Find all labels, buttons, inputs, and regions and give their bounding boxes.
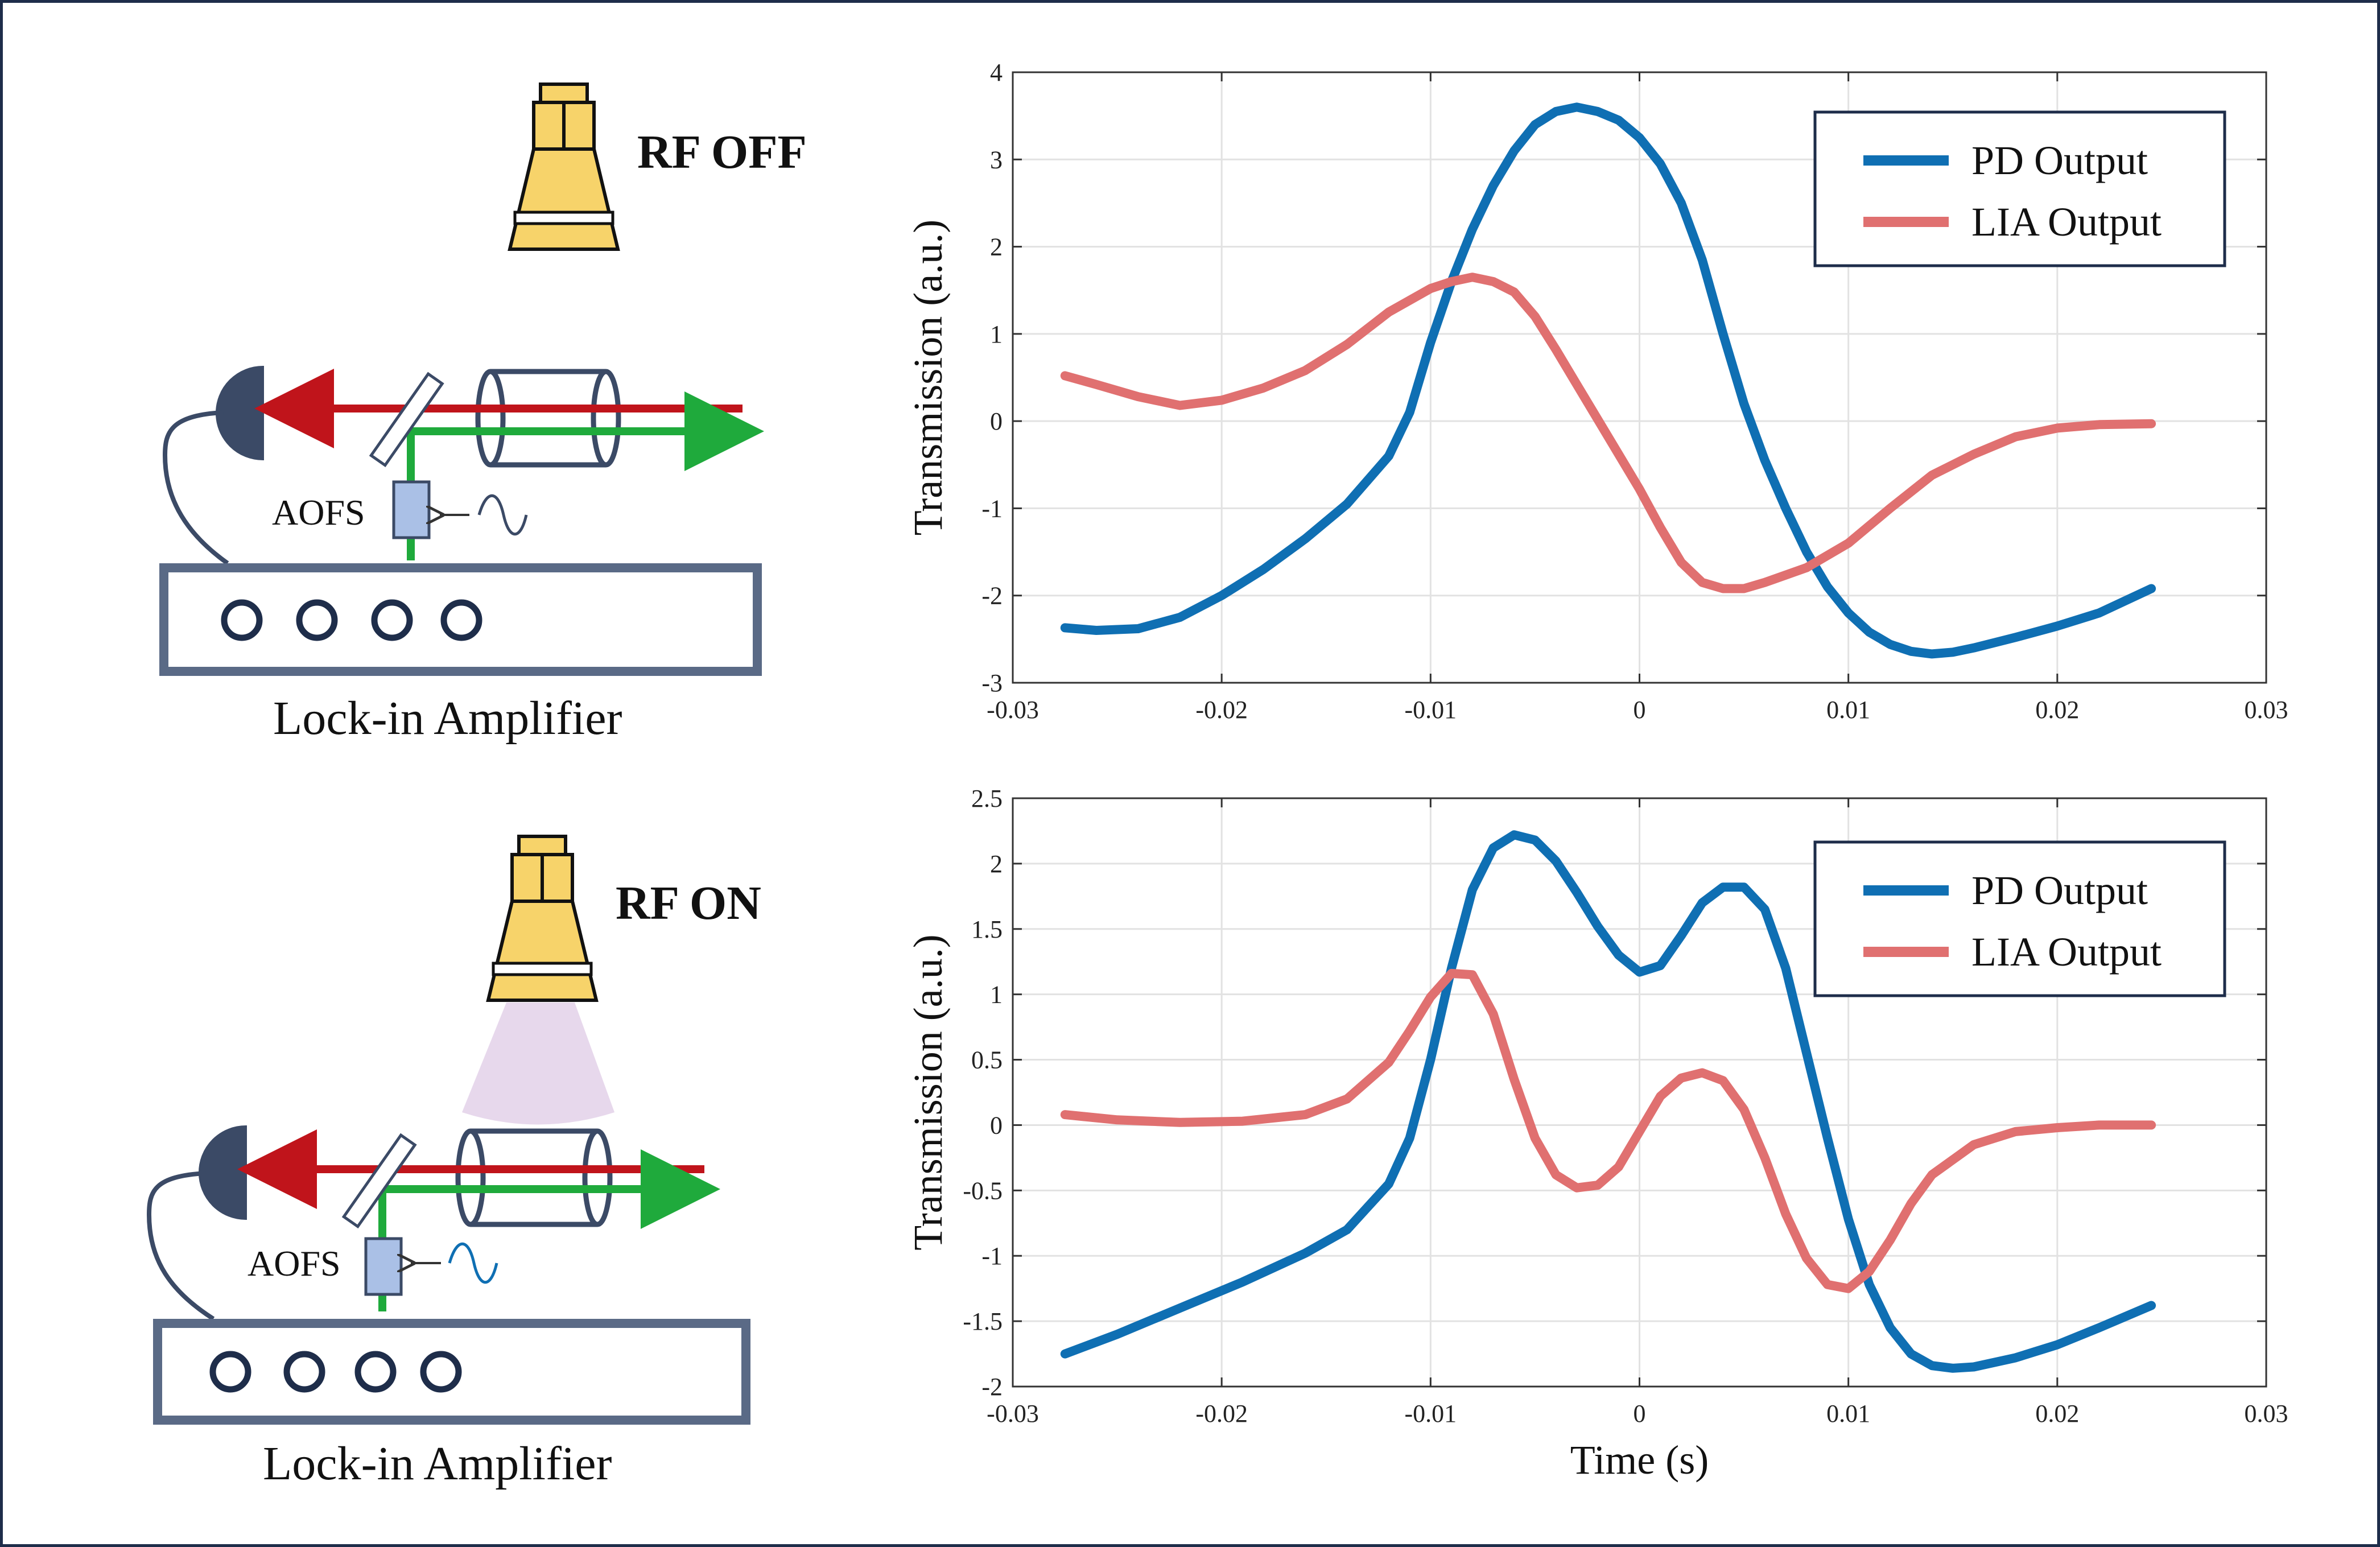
y-tick-label: 1 — [990, 981, 1003, 1009]
rf-on-label: RF ON — [616, 877, 761, 930]
y-tick-label: 1 — [990, 320, 1003, 348]
y-tick-label: -1 — [981, 1242, 1003, 1270]
y-axis-title: Transmission (a.u.) — [905, 220, 951, 535]
photodetector-icon — [162, 365, 264, 566]
vapor-cell-icon — [475, 369, 621, 468]
lock-in-amplifier-icon — [159, 563, 762, 676]
chart-rf-on: -0.03 -0.02 -0.01 0 0.01 0.02 0.03 -2 -1.5 -1 -0.5… — [905, 785, 2288, 1483]
x-tick-label: 0.03 — [2245, 1400, 2288, 1428]
y-tick-label: -1.5 — [963, 1307, 1003, 1335]
x-tick-label: -0.02 — [1195, 1400, 1248, 1428]
legend-label: PD Output — [1971, 868, 2148, 913]
aofs-box-icon — [392, 480, 431, 539]
series-line-pd-output — [1060, 102, 2156, 659]
rf-off-label: RF OFF — [637, 126, 807, 179]
x-tick-label: -0.03 — [987, 1400, 1039, 1428]
y-tick-label: 1.5 — [971, 915, 1003, 943]
series-line-pd-output — [1060, 830, 2156, 1373]
setup-diagram-rf-off: RF OFF AOFS Lock-in Amplifier — [159, 82, 807, 745]
coupling-beam-green — [378, 1149, 720, 1311]
x-tick-label: 0 — [1634, 696, 1646, 724]
y-tick-label: -2 — [981, 582, 1003, 610]
y-tick-label: 2.5 — [971, 785, 1003, 812]
rf-field-cone — [462, 1003, 614, 1125]
y-tick-label: 2 — [990, 233, 1003, 261]
y-tick-label: 2 — [990, 850, 1003, 878]
horn-antenna-icon — [508, 82, 620, 251]
x-tick-label: -0.03 — [987, 696, 1039, 724]
y-tick-label: -0.5 — [963, 1177, 1003, 1204]
x-tick-label: -0.02 — [1195, 696, 1248, 724]
horn-antenna-icon — [486, 835, 599, 1002]
legend: PD Output LIA Output — [1813, 840, 2226, 997]
x-tick-label: 0.02 — [2035, 1400, 2079, 1428]
y-tick-label: 0.5 — [971, 1046, 1003, 1074]
y-tick-label: -2 — [981, 1373, 1003, 1401]
y-tick-label: 4 — [990, 59, 1003, 86]
x-tick-label: -0.01 — [1405, 696, 1457, 724]
sine-wave-icon — [477, 494, 528, 535]
legend-label: LIA Output — [1971, 929, 2162, 975]
x-tick-label: 0 — [1634, 1400, 1646, 1428]
setup-diagram-rf-on: RF ON AOFS Lock-in Amplifier — [146, 835, 761, 1490]
coupling-beam-green — [407, 391, 764, 560]
aofs-label: AOFS — [248, 1243, 341, 1284]
lock-in-amplifier-label: Lock-in Amplifier — [273, 692, 622, 745]
x-tick-label: 0.01 — [1826, 696, 1870, 724]
series-line-lia-output — [1060, 273, 2156, 593]
y-tick-label: 0 — [990, 407, 1003, 435]
dichroic-mirror-icon — [341, 1133, 417, 1229]
x-tick-label: 0.02 — [2035, 696, 2079, 724]
series-line-lia-output — [1060, 968, 2156, 1293]
x-tick-label: -0.01 — [1405, 1400, 1457, 1428]
x-axis-title: Time (s) — [1570, 1437, 1709, 1483]
dichroic-mirror-icon — [369, 372, 444, 468]
x-tick-label: 0.01 — [1826, 1400, 1870, 1428]
legend-box — [1813, 840, 2226, 997]
y-tick-label: -1 — [981, 494, 1003, 522]
x-tick-label: 0.03 — [2245, 696, 2288, 724]
legend-box — [1813, 110, 2226, 267]
chart-rf-off: -0.03 -0.02 -0.01 0 0.01 0.02 0.03 -3 -2 -1 0 1 2 3 4 T… — [905, 59, 2288, 724]
y-tick-label: 0 — [990, 1111, 1003, 1139]
vapor-cell-icon — [455, 1128, 613, 1227]
y-tick-label: 3 — [990, 146, 1003, 174]
y-tick-label: -3 — [981, 669, 1003, 697]
y-axis-title: Transmission (a.u.) — [905, 934, 951, 1250]
legend-label: LIA Output — [1971, 199, 2162, 245]
photodetector-icon — [146, 1125, 247, 1321]
sine-wave-icon — [448, 1243, 498, 1284]
legend: PD Output LIA Output — [1813, 110, 2226, 267]
legend-label: PD Output — [1971, 138, 2148, 183]
lock-in-amplifier-label: Lock-in Amplifier — [263, 1437, 612, 1490]
aofs-box-icon — [364, 1237, 403, 1296]
aofs-label: AOFS — [272, 492, 365, 533]
lock-in-amplifier-icon — [153, 1319, 750, 1425]
